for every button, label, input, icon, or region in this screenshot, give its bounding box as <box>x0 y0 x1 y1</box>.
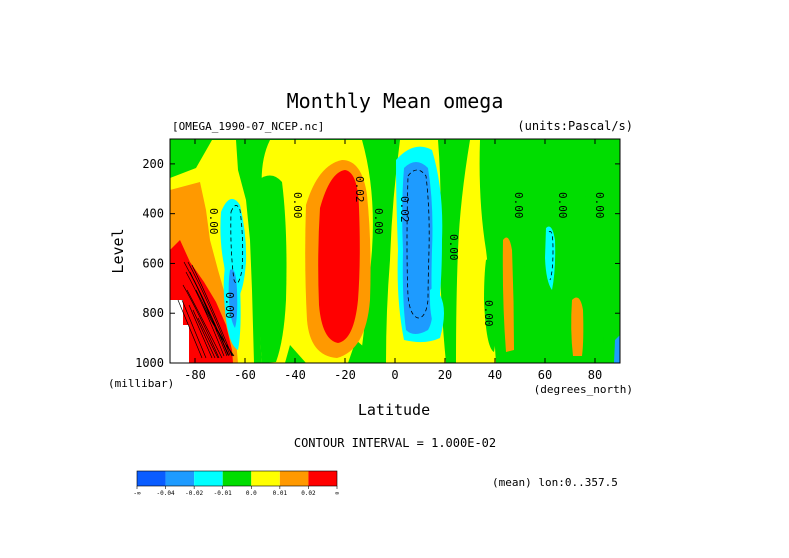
contour-fill-orange-streak-a <box>502 237 514 352</box>
average-note: (mean) lon:0..357.5 <box>492 476 618 489</box>
contour-label: 0.00 <box>291 192 304 219</box>
colorbar-frame <box>136 470 338 487</box>
contour-dashed-tropical <box>406 169 430 319</box>
contour-fill-tropical-blue <box>402 162 433 334</box>
contour-label: 0.00 <box>207 208 220 235</box>
units-label: (units:Pascal/s) <box>517 119 633 133</box>
x-tick-label: -80 <box>184 368 206 382</box>
chart-title: Monthly Mean omega <box>287 89 504 113</box>
colorbar-label: 0.02 <box>301 490 316 497</box>
colorbar-label: -0.04 <box>157 490 175 497</box>
contour-label: 0.02 <box>398 196 411 223</box>
colorbar-label: -0.02 <box>185 490 203 497</box>
contour-dashed-south <box>230 205 244 284</box>
y-axis: 200 400 600 800 1000 <box>135 157 620 370</box>
x-axis-title: Latitude <box>358 401 430 419</box>
contour-fill-green-slot-c <box>438 140 470 363</box>
contour-fill-green-north-b <box>518 140 546 363</box>
contour-fill-cyan-north <box>545 226 556 290</box>
below-ground-mask-b <box>183 325 189 363</box>
x-axis-units: (degrees_north) <box>534 383 633 396</box>
plot-area: 0.00 0.00 0.02 0.00 0.02 0.00 0.00 0.00 … <box>170 139 620 363</box>
dense-contour-lines <box>177 261 235 359</box>
colorbar-swatch <box>194 471 223 486</box>
colorbar: -∞ -0.04 -0.02 -0.01 0.0 0.01 0.02 ∞ <box>133 470 339 497</box>
contour-label: 0.00 <box>223 292 236 319</box>
contour-label: 0.00 <box>593 192 606 219</box>
x-tick-label: -60 <box>234 368 256 382</box>
contour-fill-orange-streak-b <box>571 297 584 356</box>
colorbar-swatch <box>137 471 166 486</box>
x-tick-label: -20 <box>334 368 356 382</box>
contour-fill-green-bottom-b <box>348 340 382 363</box>
colorbar-label: ∞ <box>335 490 339 497</box>
below-ground-mask <box>170 300 183 363</box>
contour-label: 0.00 <box>482 300 495 327</box>
contour-label: 0.00 <box>556 192 569 219</box>
contour-fill-green-north-a <box>484 259 497 352</box>
colorbar-label: 0.0 <box>246 490 257 497</box>
dataset-label: [OMEGA_1990-07_NCEP.nc] <box>172 120 324 133</box>
contour-label: 0.00 <box>512 192 525 219</box>
contour-label: 0.00 <box>447 234 460 261</box>
y-tick-label: 400 <box>142 207 164 221</box>
colorbar-label: -0.01 <box>214 490 232 497</box>
contour-label: 0.00 <box>372 208 385 235</box>
colorbar-label: -∞ <box>133 490 141 497</box>
x-tick-label: -40 <box>284 368 306 382</box>
x-tick-label: 0 <box>391 368 398 382</box>
contour-fill-green-bottom-a <box>285 345 306 363</box>
y-axis-units: (millibar) <box>108 377 174 390</box>
contour-fill-blue-polar-north <box>614 335 620 363</box>
colorbar-swatch <box>251 471 280 486</box>
y-tick-label: 1000 <box>135 356 164 370</box>
x-tick-label: 60 <box>538 368 552 382</box>
colorbar-label: 0.01 <box>273 490 288 497</box>
y-axis-title: Level <box>109 228 127 273</box>
contour-fill-green-slot-a <box>257 175 287 363</box>
contour-fill-green-slot-b <box>360 140 400 363</box>
colorbar-swatch <box>308 471 337 486</box>
x-tick-label: 40 <box>488 368 502 382</box>
colorbar-swatch <box>279 471 309 486</box>
contour-fill-tropical-cyan-lobe <box>430 287 440 332</box>
colorbar-swatch <box>165 471 195 486</box>
y-tick-label: 600 <box>142 256 164 270</box>
x-tick-label: 80 <box>588 368 602 382</box>
colorbar-swatch <box>222 471 252 486</box>
x-axis: -80 -60 -40 -20 0 20 40 60 80 <box>184 139 602 382</box>
y-tick-label: 800 <box>142 306 164 320</box>
y-tick-label: 200 <box>142 157 164 171</box>
contour-interval-note: CONTOUR INTERVAL = 1.000E-02 <box>294 436 496 450</box>
contour-fill-south-blue <box>228 269 238 328</box>
x-tick-label: 20 <box>438 368 452 382</box>
contour-fill-subsidence-red <box>318 170 360 343</box>
contour-dashed-north <box>548 231 554 281</box>
contour-fill-green-north-c <box>578 140 606 331</box>
contour-label: 0.02 <box>353 176 366 203</box>
